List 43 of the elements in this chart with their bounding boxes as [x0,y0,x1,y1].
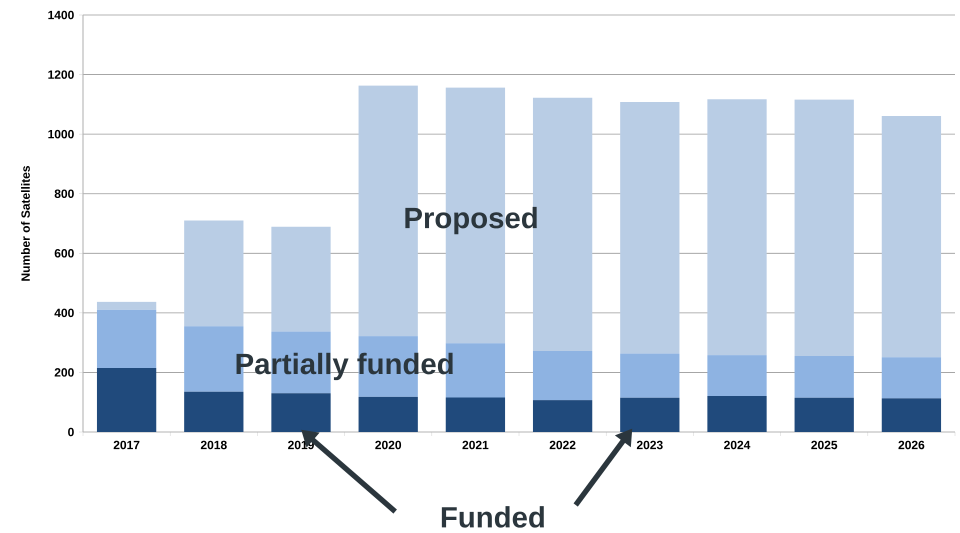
bar [532,400,592,432]
bar [271,226,331,332]
bar [882,398,942,432]
bar [620,102,680,354]
series-label: Proposed [405,206,537,234]
x-tick-label: 2023 [636,440,663,450]
bar [446,397,506,432]
bar [707,355,767,396]
bar [707,99,767,356]
bar [620,354,680,398]
bar [358,396,418,432]
y-axis-title: Number of Satellites [21,166,30,281]
x-tick-label: 2018 [200,440,227,450]
bar [184,392,244,432]
y-tick-label: 200 [54,368,74,377]
bar [707,396,767,432]
y-tick-label: 400 [54,308,74,318]
y-tick-label: 1200 [48,70,74,79]
bar [532,350,592,400]
bar [96,310,156,368]
bar [184,220,244,326]
bar [271,393,331,432]
bar [794,100,854,356]
bar [96,368,156,432]
y-tick-label: 0 [68,428,74,436]
x-tick-label: 2025 [811,440,838,450]
bar [620,398,680,432]
bar [794,356,854,398]
y-tick-label: 800 [54,189,74,198]
x-tick-label: 2026 [898,440,924,450]
bar [96,302,156,310]
x-tick-label: 2022 [550,440,576,450]
x-tick-label: 2020 [375,440,402,450]
text: Funded [442,506,544,528]
y-tick-label: 600 [54,249,74,258]
bar [794,398,854,432]
bar [882,357,942,398]
y-tick-label: 1000 [48,130,74,138]
y-tick-label: 1400 [48,10,74,20]
x-tick-label: 2021 [462,440,488,450]
x-tick-label: 2024 [724,440,750,450]
x-tick-label: 2017 [114,440,140,450]
bar [882,116,942,358]
